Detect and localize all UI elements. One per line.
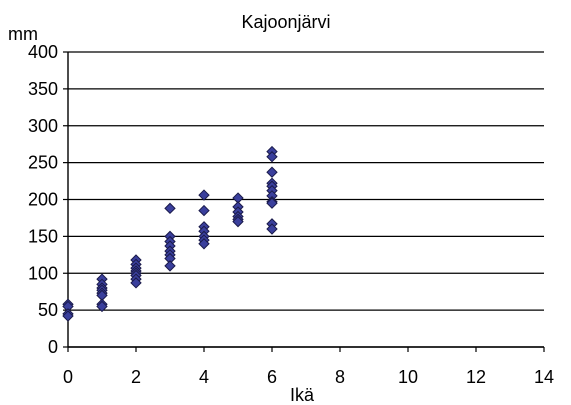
y-tick-label-150: 150 <box>28 226 58 246</box>
data-point-3 <box>62 310 74 322</box>
data-point-34 <box>198 238 210 250</box>
x-tick-label-2: 2 <box>131 367 141 387</box>
y-axis-title: mm <box>8 24 38 44</box>
y-tick-label-250: 250 <box>28 153 58 173</box>
x-tick-label-8: 8 <box>335 367 345 387</box>
y-tick-label-400: 400 <box>28 42 58 62</box>
x-tick-label-4: 4 <box>199 367 209 387</box>
x-tick-labels: 0 2 4 6 8 10 12 14 <box>63 367 554 387</box>
data-point-20 <box>164 202 176 215</box>
x-axis-title: Ikä <box>290 385 315 405</box>
data-point-11 <box>96 300 108 313</box>
data-point-28 <box>198 189 210 201</box>
data-point-29 <box>198 204 210 217</box>
y-tick-labels: 0 50 100 150 200 250 300 350 400 <box>28 42 58 357</box>
y-tick-label-350: 350 <box>28 79 58 99</box>
data-points <box>62 145 278 322</box>
y-tick-label-200: 200 <box>28 190 58 210</box>
data-point-42 <box>266 151 278 163</box>
y-tick-label-50: 50 <box>38 300 58 320</box>
data-point-43 <box>266 166 278 178</box>
data-point-49 <box>266 197 278 209</box>
x-tick-label-0: 0 <box>63 367 73 387</box>
data-point-40 <box>232 215 244 228</box>
y-tick-label-0: 0 <box>48 337 58 357</box>
x-tick-label-10: 10 <box>398 367 418 387</box>
data-point-51 <box>266 223 278 235</box>
grid-lines <box>68 51 544 348</box>
x-tick-label-14: 14 <box>534 367 554 387</box>
y-tick-label-300: 300 <box>28 116 58 136</box>
data-point-27 <box>164 260 176 272</box>
y-tick-label-100: 100 <box>28 263 58 283</box>
chart-title: Kajoonjärvi <box>241 12 330 32</box>
axes <box>63 51 545 352</box>
data-point-19 <box>130 277 142 289</box>
x-tick-label-12: 12 <box>466 367 486 387</box>
x-tick-label-6: 6 <box>267 367 277 387</box>
